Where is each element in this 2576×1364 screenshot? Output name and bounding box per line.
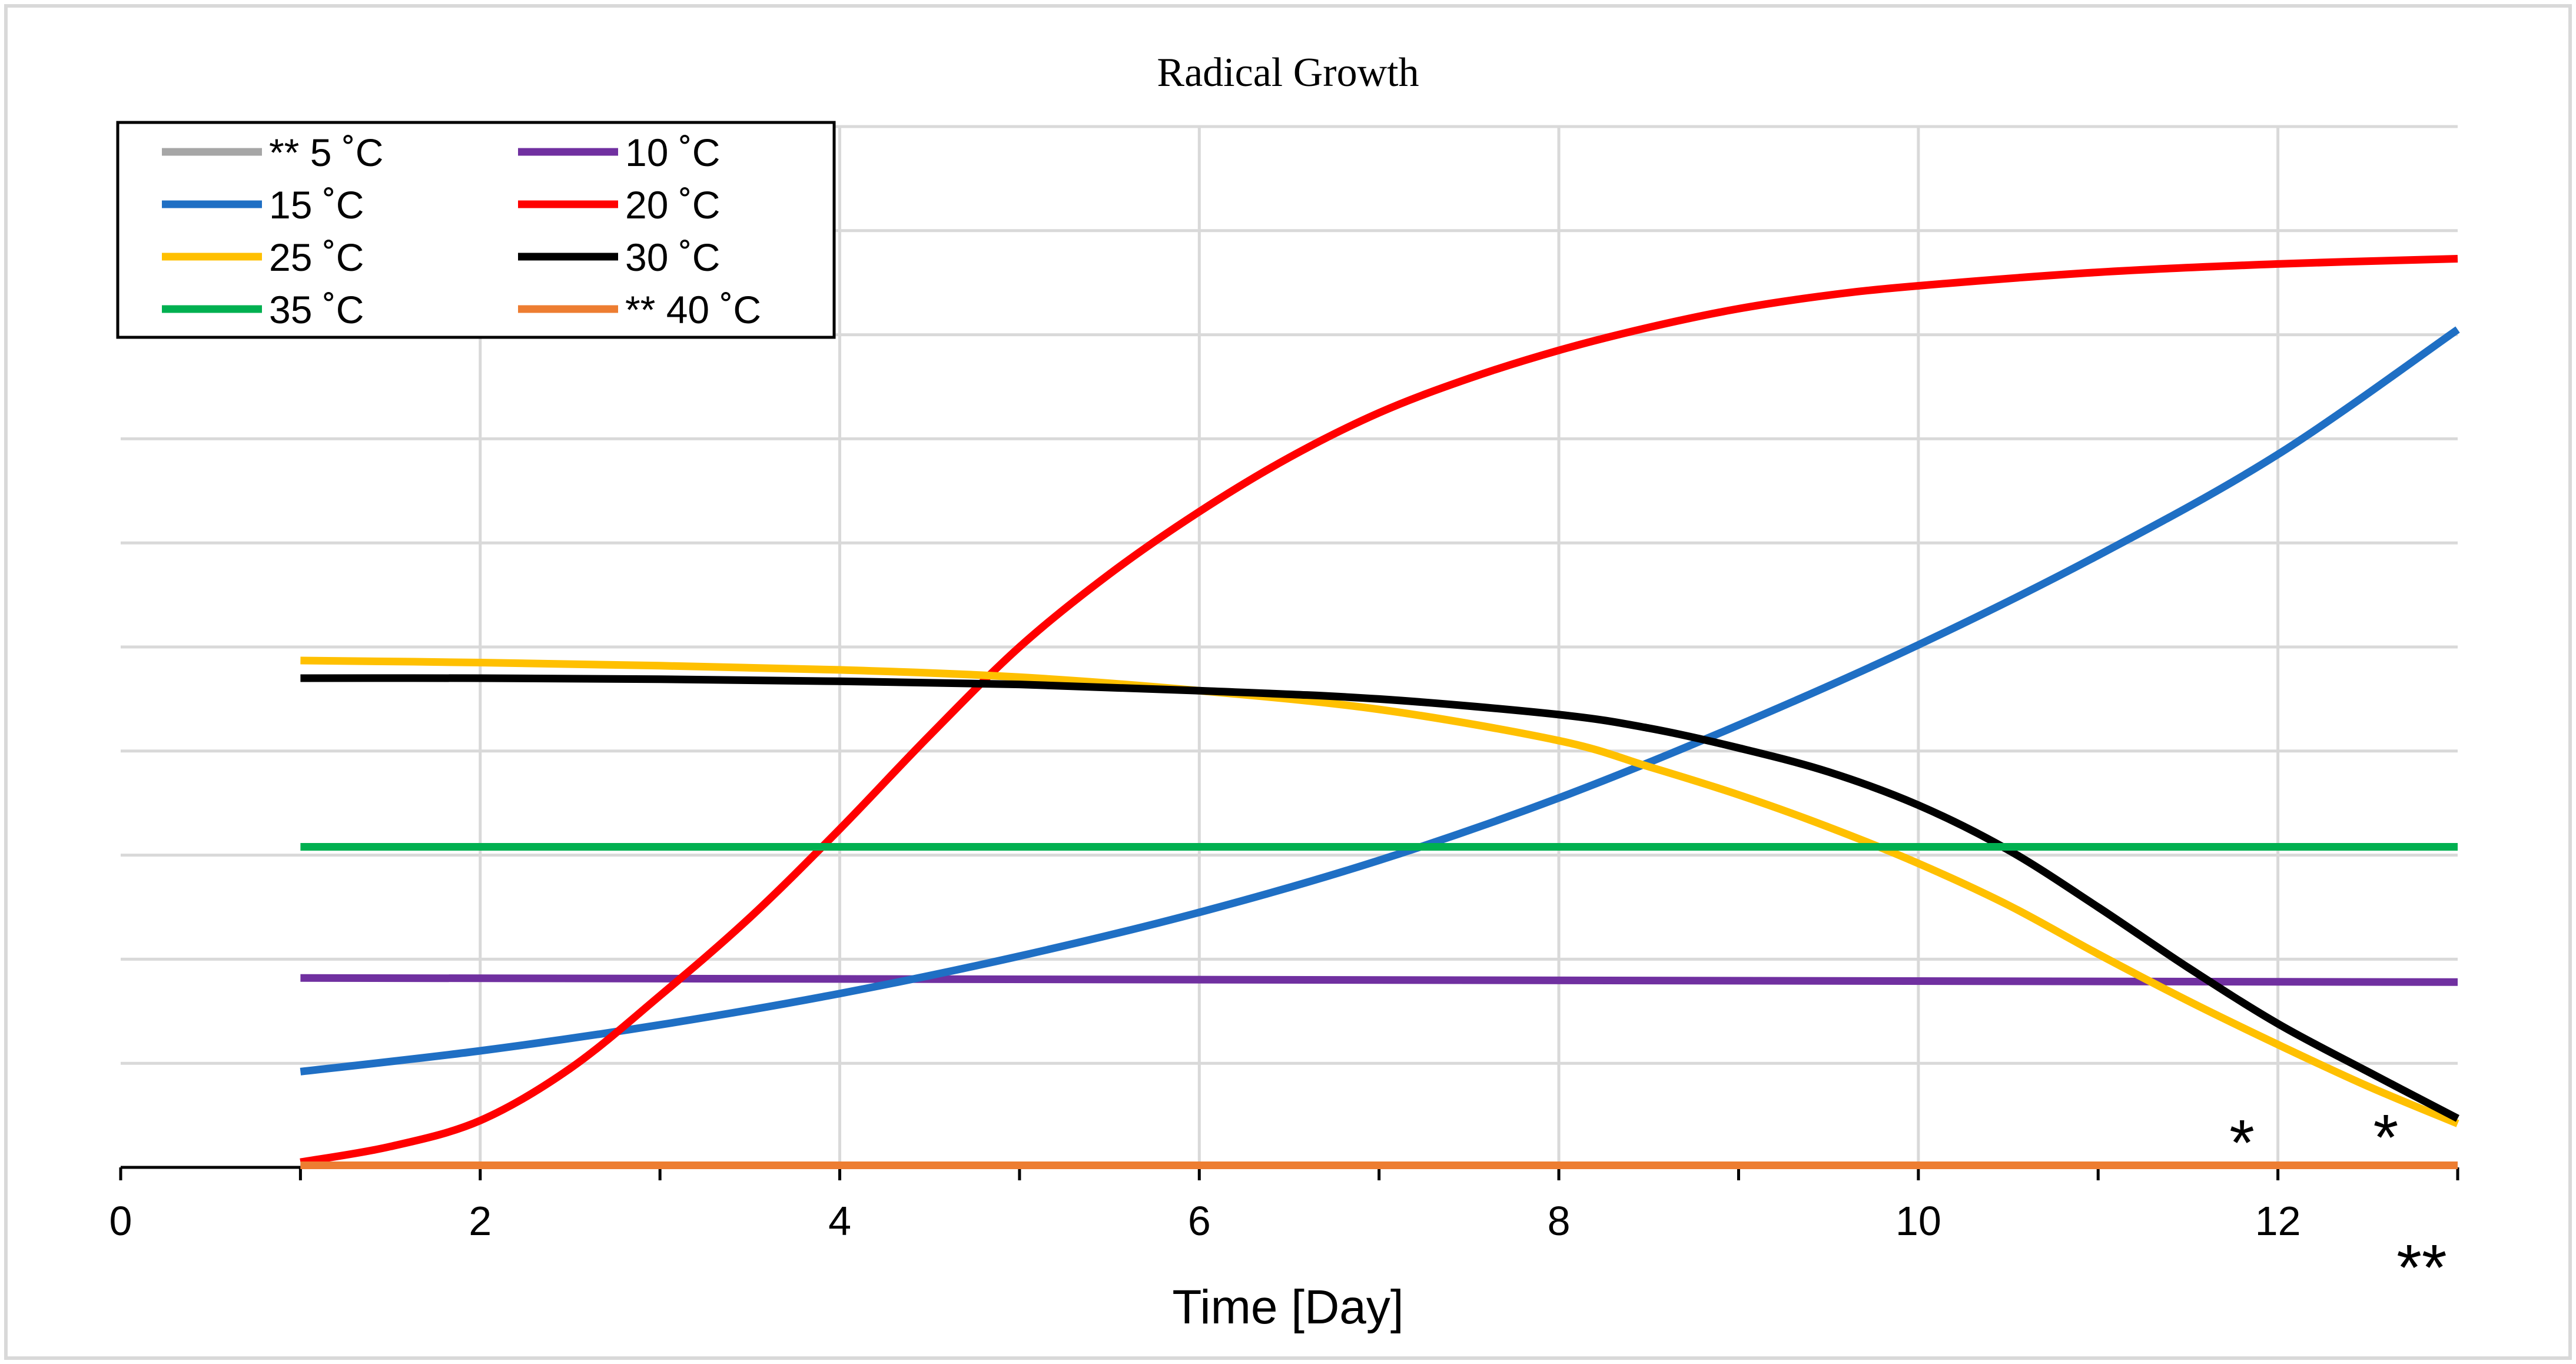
legend-label: 35 ˚C — [269, 288, 364, 331]
x-tick-label: 0 — [109, 1198, 132, 1244]
legend: ** 5 ˚C 10 ˚C 15 ˚C 20 ˚C 25 ˚C 30 ˚C 35 ˚C ** … — [116, 121, 836, 339]
significance-marker: * — [2373, 1101, 2398, 1174]
series-line-2 — [300, 326, 2460, 1076]
series-line-4 — [300, 656, 2459, 1127]
x-tick-label: 12 — [2255, 1198, 2301, 1244]
chart-title: Radical Growth — [1157, 50, 1419, 95]
legend-label: 10 ˚C — [625, 131, 720, 174]
legend-label: 15 ˚C — [269, 183, 364, 227]
x-axis-title: Time [Day] — [1172, 1280, 1403, 1334]
x-tick-label: 10 — [1896, 1198, 1941, 1244]
legend-label: 30 ˚C — [625, 235, 720, 279]
x-tick-label: 2 — [469, 1198, 492, 1244]
legend-label: ** 5 ˚C — [269, 131, 383, 174]
series-line-5 — [300, 674, 2460, 1122]
x-tick-labels: 0 2 4 6 8 10 12 — [109, 1198, 2301, 1244]
series-line-1 — [300, 974, 2458, 986]
series-lines — [300, 255, 2460, 1169]
legend-box — [116, 121, 836, 339]
legend-label: 25 ˚C — [269, 235, 364, 279]
legend-label: ** 40 ˚C — [625, 288, 761, 331]
x-tick-label: 8 — [1548, 1198, 1571, 1244]
legend-label: 20 ˚C — [625, 183, 720, 227]
x-tick-label: 6 — [1188, 1198, 1211, 1244]
x-tick-label: 4 — [828, 1198, 851, 1244]
significance-marker: ** — [2396, 1232, 2447, 1304]
series-line-3 — [300, 255, 2458, 1166]
significance-marker: * — [2229, 1107, 2255, 1179]
significance-annotations: * *** — [2229, 1101, 2447, 1304]
